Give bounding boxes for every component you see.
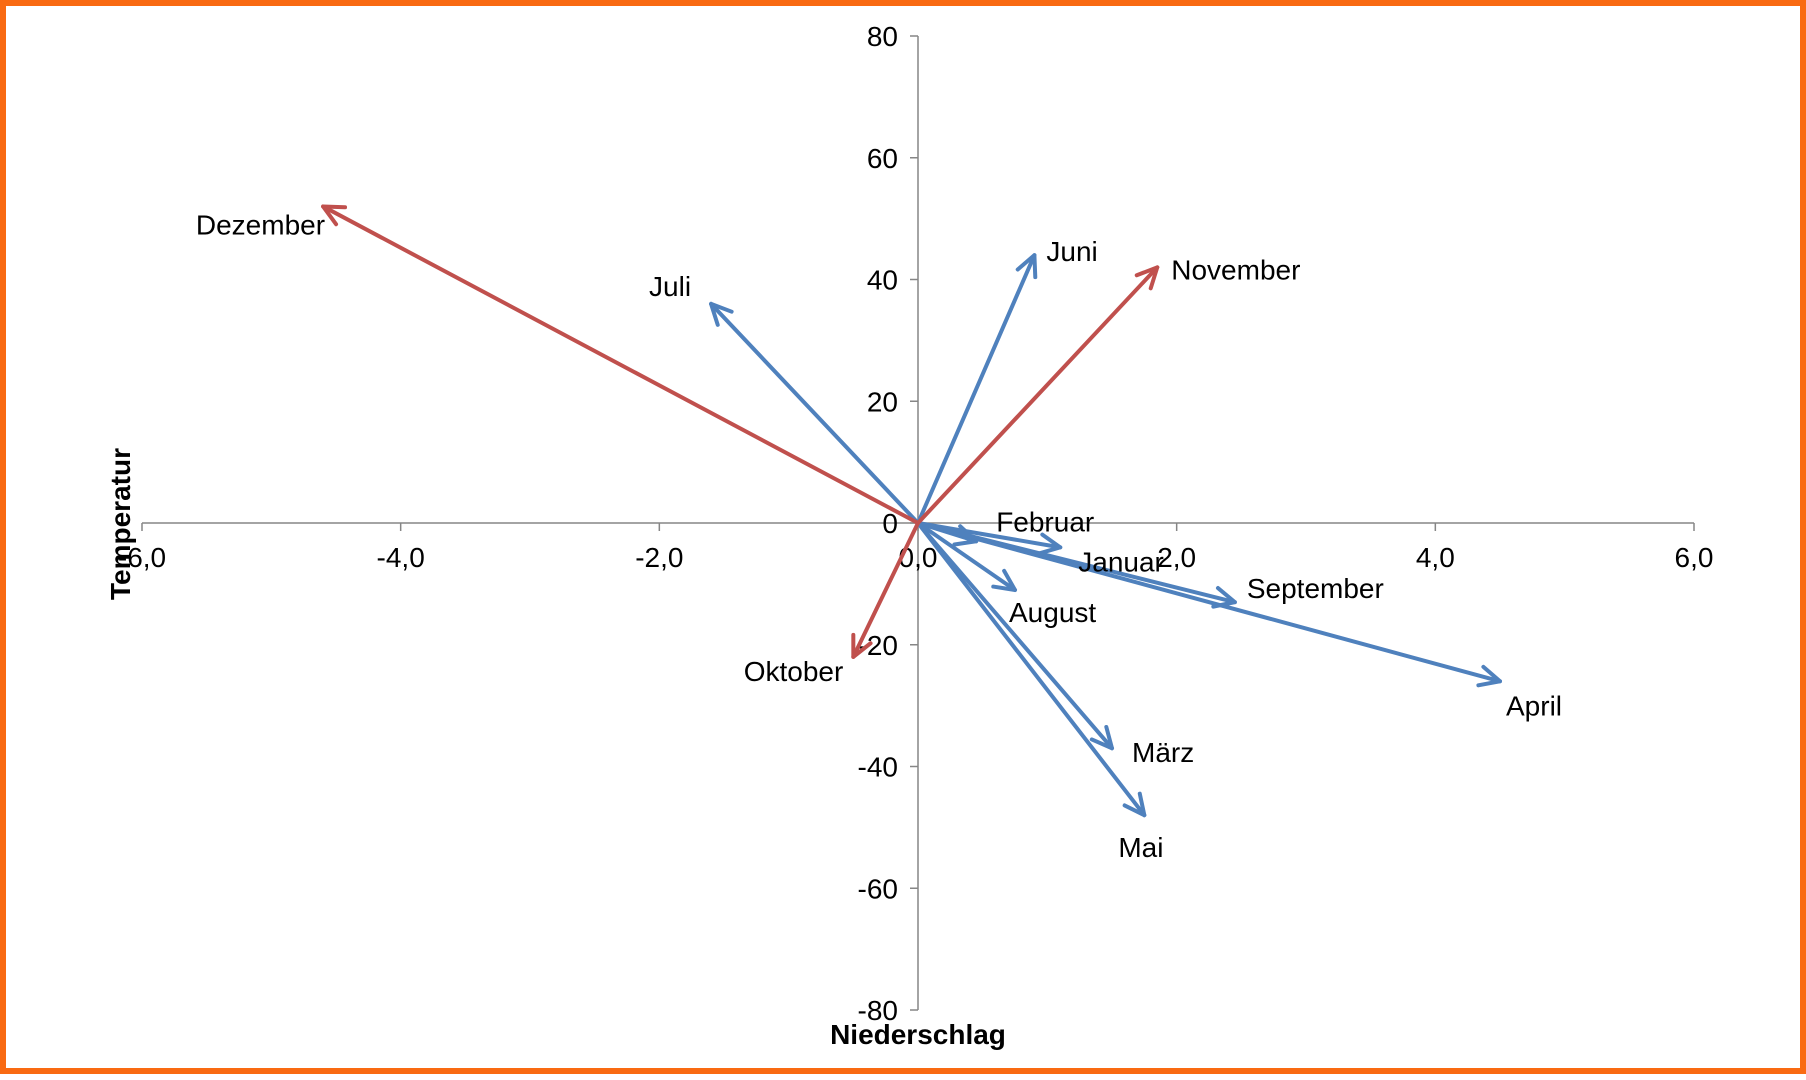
vector-line-märz [916, 521, 1114, 751]
point-label-dezember: Dezember [196, 209, 325, 240]
vector-line-mai [916, 521, 1147, 818]
vector-chart: -6,0 -4,0 -2,0 0,0 2,0 4,0 6,0-80-60-40-200204… [105, 21, 1714, 1050]
y-axis-title: Temperatur [105, 448, 136, 600]
vector-arrowhead-april [1476, 664, 1502, 688]
vector-arrowhead-oktober [851, 632, 873, 659]
x-tick-label: -4,0 [377, 542, 425, 573]
point-label-april: April [1506, 690, 1562, 721]
vector-line-november [916, 265, 1160, 525]
y-tick-label: 20 [867, 386, 898, 417]
point-label-märz: März [1132, 737, 1194, 768]
point-label-mai: Mai [1118, 832, 1163, 863]
point-label-august: August [1009, 597, 1096, 628]
vector-arrowhead-august [991, 568, 1017, 592]
point-label-november: November [1171, 254, 1300, 285]
y-tick-label: 40 [867, 265, 898, 296]
point-label-januar: Januar [1078, 546, 1164, 577]
vector-arrowhead-januar [1037, 532, 1063, 556]
vector-line-oktober [851, 521, 920, 659]
point-label-juli: Juli [649, 271, 691, 302]
y-tick-label: -40 [858, 752, 898, 783]
vector-line-juni [916, 253, 1037, 525]
point-label-februar: Februar [996, 506, 1094, 537]
y-tick-label: 80 [867, 21, 898, 52]
vector-arrowhead-november [1134, 265, 1160, 291]
vector-line-dezember [321, 204, 920, 525]
y-tick-label: 0 [882, 508, 898, 539]
y-tick-label: -80 [858, 995, 898, 1026]
vector-line-april [916, 521, 1502, 684]
x-tick-label: 2,0 [1157, 542, 1196, 573]
vector-line-august [916, 521, 1017, 592]
x-axis-title: Niederschlag [830, 1019, 1006, 1050]
x-tick-label: 4,0 [1416, 542, 1455, 573]
vector-arrowhead-september [1211, 586, 1237, 609]
vectors [321, 204, 1502, 818]
point-label-september: September [1247, 573, 1384, 604]
x-tick-label: 6,0 [1675, 542, 1714, 573]
y-tick-label: -60 [858, 873, 898, 904]
vector-line-september [916, 521, 1237, 605]
vector-arrowhead-mai [1122, 791, 1147, 818]
y-tick-label: 60 [867, 143, 898, 174]
point-labels: Januar Februar März April Mai Juni Juli August S… [196, 209, 1562, 863]
point-label-oktober: Oktober [744, 656, 844, 687]
vector-arrowhead-märz [1089, 724, 1114, 751]
vector-arrowhead-juni [1015, 253, 1038, 280]
axes: -6,0 -4,0 -2,0 0,0 2,0 4,0 6,0-80-60-40-200204… [118, 21, 1714, 1026]
vector-line-juli [709, 301, 920, 525]
x-tick-label: -2,0 [635, 542, 683, 573]
x-tick-label: -6,0 [118, 542, 166, 573]
point-label-juni: Juni [1046, 236, 1097, 267]
vector-arrowhead-dezember [321, 204, 348, 227]
vector-arrowhead-juli [709, 301, 734, 327]
vector-arrowhead-februar [952, 524, 979, 547]
